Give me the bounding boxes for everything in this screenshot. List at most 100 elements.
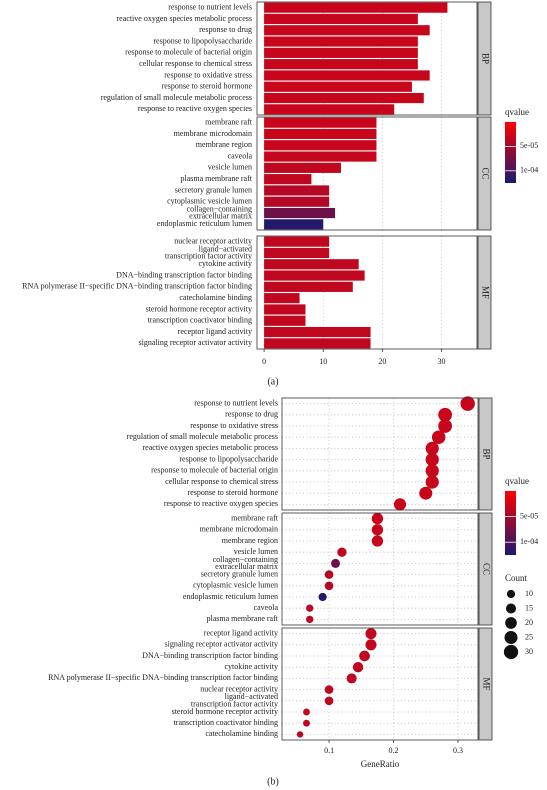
category-label: cytokine activity (198, 259, 252, 268)
category-label: catecholamine binding (205, 729, 278, 738)
bar (264, 196, 330, 207)
dot (371, 512, 384, 525)
bar (264, 174, 312, 185)
caption: (a) (267, 376, 278, 387)
bar (264, 117, 377, 128)
category-label: response to molecule of bacterial origin (125, 48, 252, 57)
category-label: catecholamine binding (179, 293, 252, 302)
category-label: endoplasmic reticulum lumen (157, 219, 252, 228)
x-tick-label: 30 (438, 357, 446, 366)
category-label: ligand−activated transcription factor act… (191, 692, 278, 708)
category-label: response to steroid hormone (162, 82, 253, 91)
panel-border (256, 116, 478, 231)
category-label: cytoplasmic vesicle lumen (193, 581, 278, 590)
bar (264, 92, 424, 104)
category-label: regulation of small molecule metabolic p… (127, 432, 278, 441)
category-label: receptor ligand activity (204, 628, 278, 637)
dot (425, 464, 439, 478)
x-tick-label: 0.2 (389, 746, 399, 755)
category-label: cellular response to chemical stress (139, 59, 252, 68)
bar (264, 151, 377, 162)
category-label: cytokine activity (224, 662, 278, 671)
dot (352, 662, 364, 673)
category-label: secretory granule lumen (175, 185, 252, 194)
panel-background (282, 628, 478, 740)
facet-strip (477, 116, 492, 231)
category-label: membrane microdomain (200, 525, 278, 534)
bar (264, 326, 371, 338)
bar (264, 338, 371, 349)
dot (371, 524, 384, 536)
category-label: response to nutrient levels (194, 398, 278, 407)
dot (337, 547, 347, 557)
category-label: response to reactive oxygen species (138, 104, 252, 113)
category-label: response to lipopolysaccharide (179, 454, 278, 463)
dot (324, 685, 334, 694)
facet-label: BP (481, 448, 491, 459)
dot (303, 719, 310, 727)
dot (318, 592, 327, 602)
bar (264, 59, 418, 70)
category-label: transcription coactivator binding (148, 316, 252, 325)
dot (346, 673, 357, 684)
category-label: membrane microdomain (174, 129, 252, 138)
size-key-label: 15 (525, 603, 533, 612)
category-label: response to reactive oxygen species (164, 499, 278, 508)
category-label: response to drug (225, 410, 278, 419)
facet-strip (478, 512, 493, 626)
category-label: RNA polymerase II−specific DNA−binding t… (48, 673, 278, 682)
category-label: membrane region (222, 536, 278, 545)
category-label: caveola (228, 151, 253, 160)
size-key (505, 603, 517, 614)
category-label: cytoplasmic vesicle lumen (167, 197, 252, 206)
dot (365, 639, 377, 651)
category-label: endoplasmic reticulum lumen (183, 592, 278, 601)
facet-label: CC (481, 563, 491, 575)
x-axis-label: GeneRatio (361, 759, 400, 769)
dot (438, 407, 452, 422)
panel-border (256, 235, 478, 350)
dot (425, 475, 439, 489)
facet-label: MF (480, 286, 490, 299)
colorbar-tick-label: 1e-04 (520, 166, 538, 175)
size-key (506, 589, 516, 599)
category-label: response to lipopolysaccharide (153, 36, 252, 45)
x-tick-label: 0.1 (324, 746, 334, 755)
facet-strip (477, 1, 492, 116)
size-key-label: 25 (525, 632, 533, 641)
category-label: response to drug (199, 25, 252, 34)
category-label: ligand−activated transcription factor act… (165, 244, 252, 260)
category-label: response to molecule of bacterial origin (151, 466, 278, 475)
bar (264, 47, 418, 58)
dot (296, 731, 304, 738)
size-key-label: 20 (525, 618, 533, 627)
category-label: nuclear receptor activity (174, 236, 252, 245)
dot (359, 650, 370, 662)
colorbar (505, 122, 516, 183)
colorbar-tick-label: 5e-05 (520, 511, 538, 520)
size-key (503, 644, 519, 660)
bar (264, 162, 341, 173)
size-key-label: 30 (525, 647, 533, 656)
category-label: collagen−containing extracellular matrix (213, 555, 278, 571)
bar (264, 13, 418, 25)
facet-label: CC (480, 167, 490, 179)
category-label: secretory granule lumen (201, 569, 278, 578)
dot (460, 396, 475, 411)
dot (324, 696, 334, 706)
bar (264, 293, 300, 304)
size-key-label: 10 (525, 589, 533, 598)
dot (324, 570, 334, 579)
category-label: transcription coactivator binding (174, 718, 278, 727)
category-label: steroid hormone receptor activity (172, 707, 278, 716)
bar (264, 304, 306, 315)
facet-label: MF (481, 677, 491, 690)
legend-title: qvalue (505, 107, 529, 117)
bar (264, 25, 430, 36)
category-label: signaling receptor activator activity (138, 338, 252, 347)
bar (264, 207, 336, 219)
bar (264, 270, 365, 281)
x-tick-label: 0 (262, 357, 266, 366)
